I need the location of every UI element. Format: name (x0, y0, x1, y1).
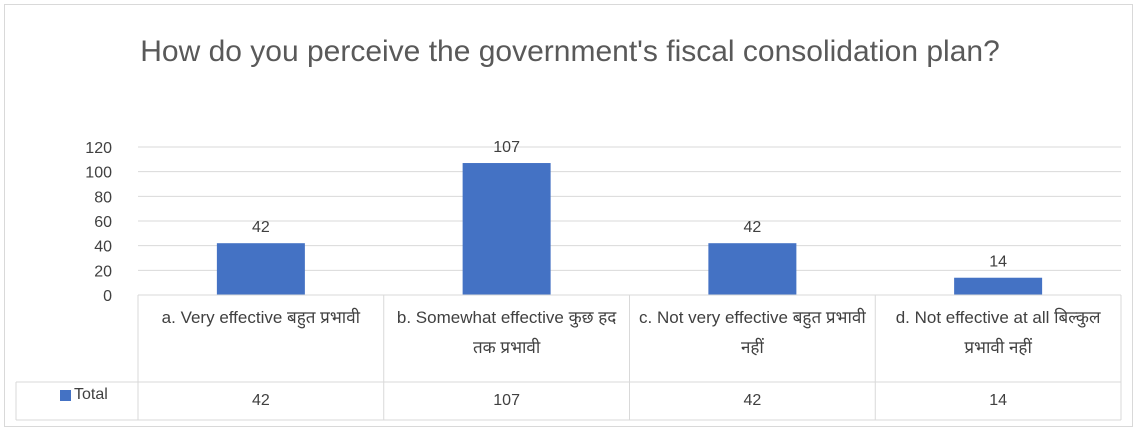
bar (954, 277, 1043, 295)
data-label: 42 (252, 219, 270, 236)
category-label: c. Not very effective बहुत प्रभावी नहीं (639, 308, 866, 357)
table-value: 107 (493, 392, 520, 409)
legend: Total (60, 386, 108, 404)
data-label: 107 (493, 139, 520, 156)
chart-title: How do you perceive the government's fis… (140, 35, 1000, 68)
category-label: d. Not effective at all बिल्कुल प्रभावी … (895, 308, 1101, 357)
table-value: 14 (989, 392, 1008, 409)
table-value: 42 (743, 392, 762, 409)
chart-frame (4, 4, 1133, 427)
data-label: 14 (989, 254, 1007, 271)
y-tick-label: 120 (85, 140, 112, 157)
y-tick-label: 20 (94, 263, 112, 280)
y-tick-label: 80 (94, 189, 112, 206)
category-label: b. Somewhat effective कुछ हद तक प्रभावी (396, 308, 617, 357)
legend-label: Total (74, 386, 108, 403)
category-label: a. Very effective बहुत प्रभावी (161, 308, 361, 327)
y-tick-label: 60 (94, 214, 112, 231)
y-tick-label: 40 (94, 239, 112, 256)
y-tick-label: 0 (103, 288, 112, 305)
data-label: 42 (743, 219, 761, 236)
bar (216, 243, 305, 295)
bar (708, 243, 797, 295)
table-value: 42 (251, 392, 270, 409)
bar (462, 163, 551, 295)
y-tick-label: 100 (85, 165, 112, 182)
legend-swatch (60, 389, 71, 401)
